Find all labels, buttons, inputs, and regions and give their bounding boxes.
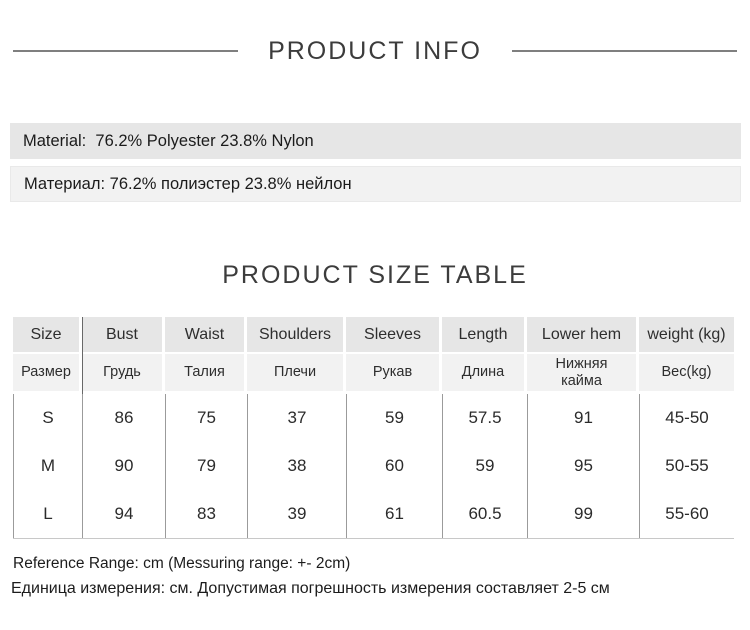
size-table-header-ru: Длина — [442, 354, 527, 394]
material-bar-ru: Материал: 76.2% полиэстер 23.8% нейлон — [10, 166, 741, 202]
size-table-title: PRODUCT SIZE TABLE — [192, 260, 558, 290]
size-column-divider — [82, 317, 83, 394]
size-table-header-ru: Размер — [13, 354, 82, 394]
size-table-cell: 90 — [82, 442, 165, 490]
size-table-header-en: Lower hem — [527, 317, 639, 354]
reference-notes: Reference Range: cm (Messuring range: +-… — [11, 552, 741, 601]
size-table-header-ru: Плечи — [247, 354, 346, 394]
size-table-cell: 91 — [527, 394, 639, 442]
material-text-en: Material: 76.2% Polyester 23.8% Nylon — [23, 131, 314, 150]
size-table-cell: 61 — [346, 490, 442, 538]
size-table-cell: 59 — [442, 442, 527, 490]
product-info-title: PRODUCT INFO — [238, 36, 512, 66]
size-table: Size Bust Waist Shoulders Sleeves Length Lower… — [13, 317, 734, 539]
size-table-cell: 39 — [247, 490, 346, 538]
reference-note-ru: Единица измерения: см. Допустимая погреш… — [11, 580, 610, 597]
size-table-cell: 45-50 — [639, 394, 734, 442]
size-table-cell: 60.5 — [442, 490, 527, 538]
size-table-cell: 57.5 — [442, 394, 527, 442]
size-table-header-ru: Рукав — [346, 354, 442, 394]
size-table-header-en: Sleeves — [346, 317, 442, 354]
size-table-header-en: Length — [442, 317, 527, 354]
material-bar-en: Material: 76.2% Polyester 23.8% Nylon — [10, 123, 741, 159]
size-table-heading: PRODUCT SIZE TABLE — [0, 259, 750, 291]
size-table-cell: 79 — [165, 442, 247, 490]
size-table-cell: 55-60 — [639, 490, 734, 538]
size-table-cell: 83 — [165, 490, 247, 538]
reference-note-en: Reference Range: cm (Messuring range: +-… — [13, 555, 351, 572]
size-table-header-ru: Вес(kg) — [639, 354, 734, 394]
size-table-header-ru: Нижняя кайма — [527, 354, 639, 394]
size-table-header-en: Shoulders — [247, 317, 346, 354]
size-table-cell: 60 — [346, 442, 442, 490]
size-table-header-ru: Талия — [165, 354, 247, 394]
size-table-grid: Size Bust Waist Shoulders Sleeves Length Lower… — [13, 317, 734, 538]
size-table-cell: M — [13, 442, 82, 490]
size-table-cell: L — [13, 490, 82, 538]
size-table-cell: 38 — [247, 442, 346, 490]
size-table-header-en: Bust — [82, 317, 165, 354]
size-table-header-ru: Грудь — [82, 354, 165, 394]
size-table-cell: S — [13, 394, 82, 442]
size-table-cell: 59 — [346, 394, 442, 442]
material-text-ru: Материал: 76.2% полиэстер 23.8% нейлон — [24, 174, 352, 193]
size-table-cell: 75 — [165, 394, 247, 442]
product-info-heading: PRODUCT INFO — [0, 36, 750, 66]
size-table-cell: 37 — [247, 394, 346, 442]
size-table-cell: 86 — [82, 394, 165, 442]
size-table-cell: 50-55 — [639, 442, 734, 490]
size-table-cell: 94 — [82, 490, 165, 538]
size-table-header-en: weight (kg) — [639, 317, 734, 354]
size-table-header-en: Waist — [165, 317, 247, 354]
size-table-header-en: Size — [13, 317, 82, 354]
size-table-cell: 95 — [527, 442, 639, 490]
size-table-cell: 99 — [527, 490, 639, 538]
